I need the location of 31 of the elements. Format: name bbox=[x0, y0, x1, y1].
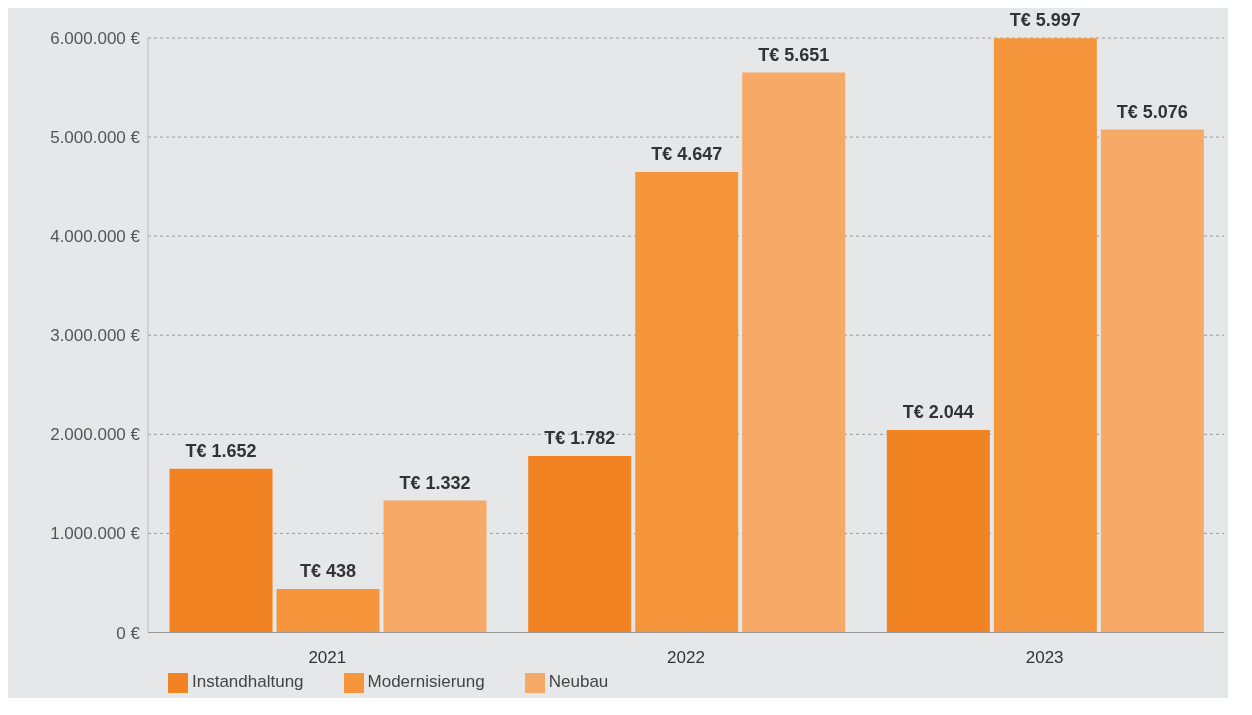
bar bbox=[169, 468, 273, 633]
bar bbox=[742, 72, 846, 633]
legend-label: Instandhaltung bbox=[192, 672, 304, 692]
x-tick-label: 2021 bbox=[308, 647, 347, 667]
data-label: T€ 5.997 bbox=[1009, 10, 1081, 31]
data-label: T€ 1.652 bbox=[185, 440, 257, 461]
bar bbox=[886, 429, 990, 633]
data-label: T€ 5.651 bbox=[758, 44, 830, 65]
bar bbox=[993, 38, 1097, 633]
y-tick-label: 0 € bbox=[116, 623, 141, 643]
y-tick-label: 2.000.000 € bbox=[50, 425, 141, 445]
y-tick-label: 6.000.000 € bbox=[50, 29, 141, 49]
data-label: T€ 2.044 bbox=[902, 401, 974, 422]
data-label: T€ 438 bbox=[300, 561, 357, 582]
bar bbox=[635, 172, 739, 633]
bar bbox=[528, 455, 632, 633]
data-label: T€ 1.332 bbox=[399, 472, 471, 493]
bar bbox=[276, 589, 380, 633]
bar bbox=[383, 500, 487, 633]
legend-label: Modernisierung bbox=[367, 672, 485, 692]
data-label: T€ 1.782 bbox=[544, 427, 616, 448]
y-tick-label: 5.000.000 € bbox=[50, 128, 141, 148]
data-label: T€ 5.076 bbox=[1116, 101, 1188, 122]
bar bbox=[1100, 129, 1204, 633]
data-label: T€ 4.647 bbox=[651, 144, 723, 165]
y-tick-label: 3.000.000 € bbox=[50, 326, 141, 346]
x-tick-label: 2023 bbox=[1025, 647, 1064, 667]
x-tick-label: 2022 bbox=[667, 647, 705, 667]
y-tick-label: 1.000.000 € bbox=[50, 524, 141, 544]
y-tick-label: 4.000.000 € bbox=[50, 227, 141, 247]
legend-label: Neubau bbox=[548, 672, 609, 692]
